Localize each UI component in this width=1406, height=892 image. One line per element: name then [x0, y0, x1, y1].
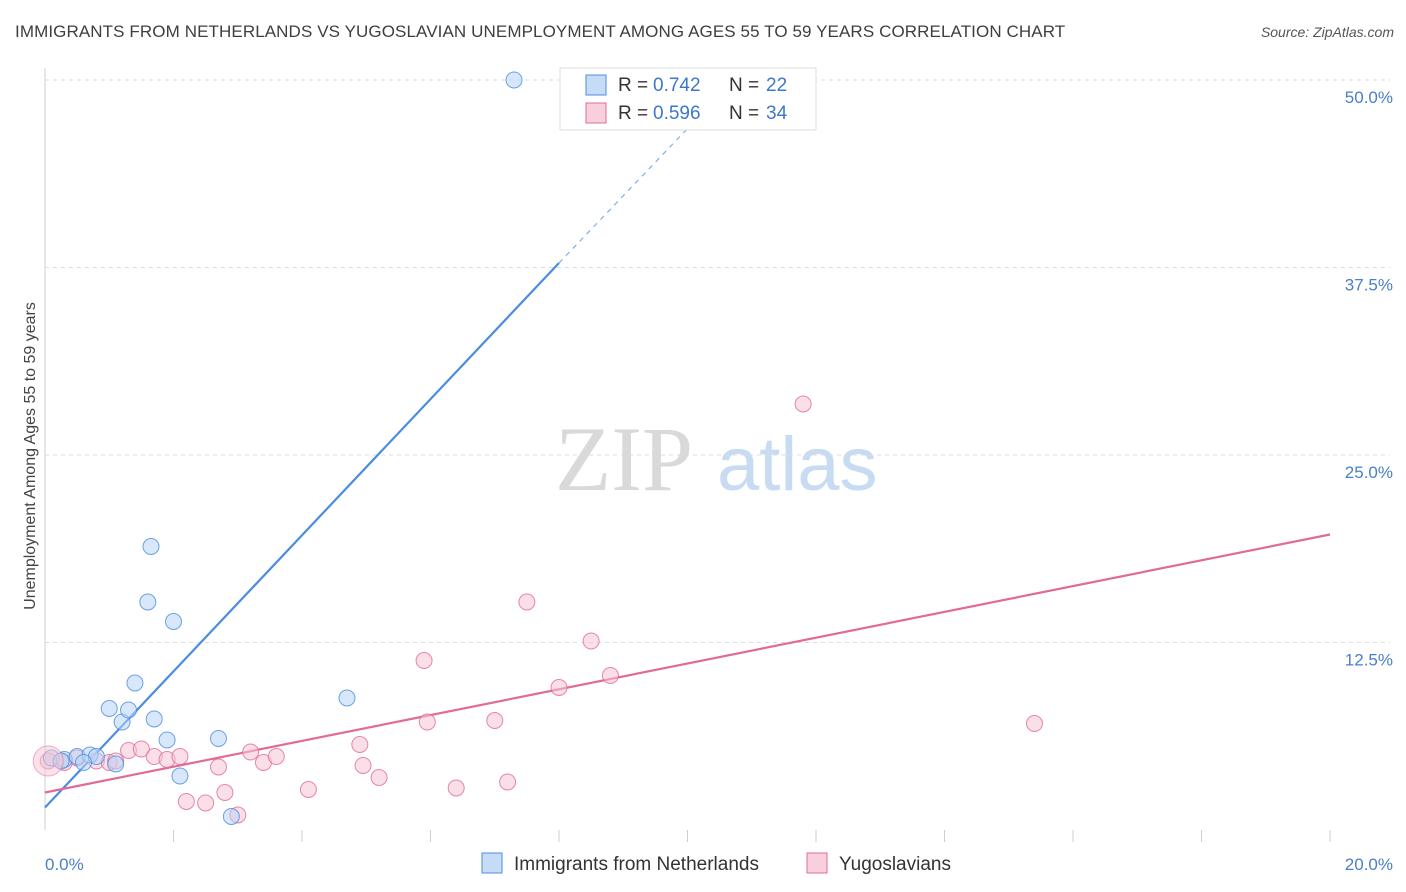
- y-axis-label: Unemployment Among Ages 55 to 59 years: [22, 302, 39, 610]
- bottom-legend-swatch-0: [481, 852, 503, 874]
- y-tick-label: 37.5%: [1345, 276, 1393, 295]
- data-point-yugoslavians: [447, 779, 465, 797]
- bottom-legend-swatch-1: [806, 852, 828, 874]
- y-tick-label: 12.5%: [1345, 651, 1393, 670]
- data-point-netherlands: [222, 808, 240, 825]
- data-point-netherlands: [165, 613, 182, 630]
- data-point-yugoslavians: [486, 712, 504, 729]
- data-point-yugoslavians: [209, 758, 227, 776]
- data-point-netherlands: [338, 689, 356, 707]
- data-point-yugoslavians: [370, 769, 388, 786]
- watermark-atlas: atlas: [717, 422, 878, 507]
- data-point-yugoslavians: [197, 794, 215, 812]
- data-point-netherlands: [209, 730, 227, 747]
- data-point-yugoslavians: [354, 757, 372, 774]
- data-point-yugoslavians: [216, 784, 234, 801]
- y-tick-label: 25.0%: [1345, 463, 1393, 482]
- chart-source: Source: ZipAtlas.com: [1260, 24, 1394, 40]
- data-point-yugoslavians: [794, 395, 812, 413]
- data-point-netherlands: [142, 538, 160, 555]
- data-point-cluster: [32, 745, 64, 777]
- legend-r-value: 0.742: [653, 75, 701, 96]
- data-point-netherlands: [107, 755, 125, 773]
- x-tick-label: 20.0%: [1345, 855, 1393, 874]
- watermark-zip: ZIP: [555, 408, 693, 510]
- bottom-legend-label-1: Yugoslavians: [839, 854, 951, 875]
- data-point-yugoslavians: [550, 679, 568, 696]
- data-point-yugoslavians: [418, 713, 436, 731]
- legend-r-label: R =: [618, 75, 648, 96]
- data-point-netherlands: [126, 674, 144, 692]
- data-point-yugoslavians: [499, 773, 517, 791]
- legend-n-label: N =: [729, 103, 759, 124]
- data-point-yugoslavians: [601, 667, 619, 684]
- bottom-legend-label-0: Immigrants from Netherlands: [514, 854, 759, 875]
- data-point-yugoslavians: [1025, 715, 1043, 732]
- legend-r-value: 0.596: [653, 103, 701, 124]
- data-point-netherlands: [100, 700, 118, 717]
- data-point-yugoslavians: [299, 781, 317, 798]
- data-point-yugoslavians: [267, 748, 285, 765]
- x-tick-label: 0.0%: [45, 855, 84, 874]
- legend-n-value: 34: [766, 103, 788, 124]
- legend-swatch-1: [585, 102, 607, 124]
- data-point-yugoslavians: [351, 736, 369, 753]
- data-point-netherlands: [139, 593, 157, 611]
- legend-swatch-0: [585, 74, 607, 96]
- data-point-netherlands: [120, 701, 138, 719]
- data-point-yugoslavians: [132, 740, 150, 758]
- data-point-netherlands: [158, 731, 176, 749]
- legend-r-label: R =: [618, 103, 648, 124]
- data-point-yugoslavians: [171, 748, 189, 765]
- chart-title: IMMIGRANTS FROM NETHERLANDS VS YUGOSLAVI…: [15, 22, 1066, 41]
- y-tick-label: 50.0%: [1345, 88, 1393, 107]
- legend-n-value: 22: [766, 75, 787, 96]
- data-point-netherlands: [505, 71, 523, 89]
- data-point-yugoslavians: [177, 793, 195, 810]
- legend-n-label: N =: [729, 75, 759, 96]
- data-point-yugoslavians: [518, 593, 536, 611]
- trend-line-yugoslavians: [44, 533, 1331, 794]
- data-point-netherlands: [75, 754, 93, 771]
- data-point-netherlands: [145, 710, 163, 728]
- data-point-netherlands: [171, 767, 189, 785]
- data-point-yugoslavians: [415, 652, 433, 669]
- bottom-legend: Immigrants from Netherlands Yugoslavians: [481, 852, 951, 875]
- data-point-yugoslavians: [242, 743, 260, 761]
- legend-box: R = 0.742 N = 22 R = 0.596 N = 34: [559, 67, 817, 131]
- data-point-yugoslavians: [582, 632, 600, 650]
